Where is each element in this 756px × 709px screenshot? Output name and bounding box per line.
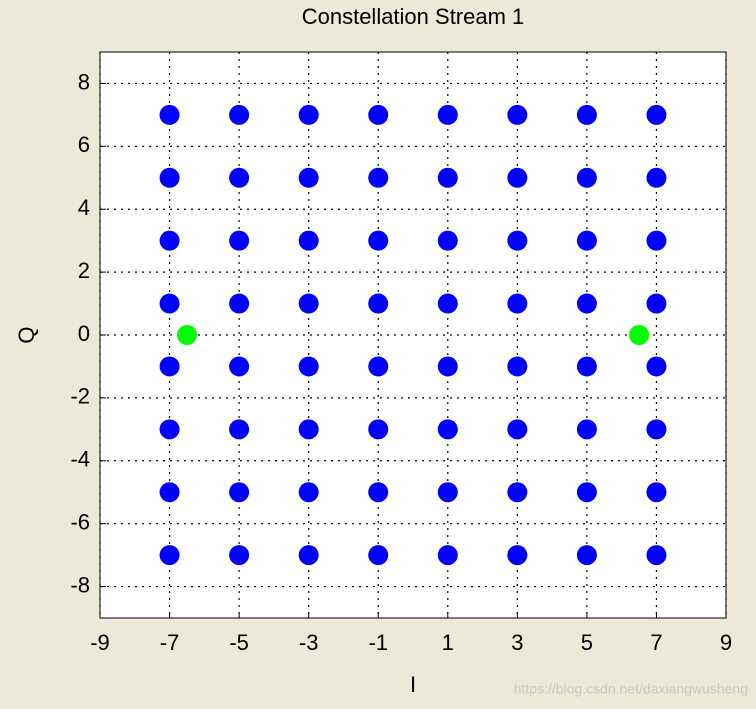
constellation-point: [437, 230, 458, 251]
watermark: https://blog.csdn.net/daxiangwusheng: [514, 681, 748, 697]
constellation-point: [298, 104, 319, 125]
constellation-point: [507, 356, 528, 377]
constellation-point: [159, 545, 180, 566]
constellation-point: [646, 419, 667, 440]
x-tick-label: -5: [229, 630, 249, 655]
constellation-point: [507, 167, 528, 188]
constellation-point: [368, 482, 389, 503]
x-tick-label: -7: [160, 630, 180, 655]
x-tick-label: 5: [581, 630, 593, 655]
constellation-point: [298, 230, 319, 251]
constellation-point: [159, 230, 180, 251]
constellation-point: [229, 293, 250, 314]
constellation-point: [229, 104, 250, 125]
x-tick-label: 7: [650, 630, 662, 655]
x-axis-label: I: [410, 672, 416, 697]
constellation-point: [229, 167, 250, 188]
constellation-point: [176, 325, 197, 345]
constellation-point: [646, 482, 667, 503]
constellation-point: [507, 419, 528, 440]
constellation-point: [507, 293, 528, 314]
constellation-point: [437, 356, 458, 377]
constellation-point: [229, 482, 250, 503]
constellation-point: [298, 545, 319, 566]
constellation-point: [159, 167, 180, 188]
y-tick-label: 0: [78, 321, 90, 346]
constellation-point: [507, 482, 528, 503]
x-tick-label: 1: [442, 630, 454, 655]
constellation-point: [368, 356, 389, 377]
constellation-point: [437, 293, 458, 314]
constellation-point: [368, 167, 389, 188]
constellation-point: [159, 104, 180, 125]
constellation-point: [576, 482, 597, 503]
constellation-point: [159, 293, 180, 314]
constellation-point: [507, 230, 528, 251]
constellation-point: [437, 167, 458, 188]
constellation-point: [507, 545, 528, 566]
y-axis-label: Q: [14, 326, 39, 343]
y-tick-label: 6: [78, 132, 90, 157]
constellation-point: [576, 419, 597, 440]
chart-title: Constellation Stream 1: [302, 4, 525, 29]
constellation-point: [229, 356, 250, 377]
constellation-point: [437, 482, 458, 503]
constellation-point: [576, 356, 597, 377]
constellation-point: [229, 545, 250, 566]
constellation-point: [298, 356, 319, 377]
constellation-point: [159, 419, 180, 440]
y-tick-label: 8: [78, 69, 90, 94]
constellation-point: [646, 167, 667, 188]
x-tick-label: 3: [511, 630, 523, 655]
constellation-point: [229, 419, 250, 440]
constellation-point: [159, 482, 180, 503]
y-tick-label: 4: [78, 195, 90, 220]
constellation-point: [437, 104, 458, 125]
constellation-point: [368, 104, 389, 125]
constellation-point: [298, 167, 319, 188]
x-tick-label: 9: [720, 630, 732, 655]
constellation-point: [646, 545, 667, 566]
constellation-point: [298, 419, 319, 440]
constellation-point: [576, 293, 597, 314]
constellation-point: [437, 419, 458, 440]
plot-area: [99, 51, 727, 619]
constellation-point: [576, 230, 597, 251]
y-tick-label: -2: [70, 384, 90, 409]
x-tick-label: -9: [90, 630, 110, 655]
constellation-point: [298, 293, 319, 314]
x-tick-label: -3: [299, 630, 319, 655]
constellation-point: [576, 167, 597, 188]
y-tick-label: 2: [78, 258, 90, 283]
constellation-point: [159, 356, 180, 377]
x-tick-label: -1: [368, 630, 388, 655]
constellation-point: [368, 545, 389, 566]
constellation-point: [368, 293, 389, 314]
constellation-point: [507, 104, 528, 125]
y-tick-label: -8: [70, 572, 90, 597]
constellation-point: [298, 482, 319, 503]
y-tick-label: -6: [70, 509, 90, 534]
constellation-point: [629, 325, 650, 345]
constellation-point: [437, 545, 458, 566]
constellation-point: [646, 230, 667, 251]
constellation-point: [646, 356, 667, 377]
constellation-point: [576, 545, 597, 566]
constellation-point: [646, 104, 667, 125]
constellation-point: [646, 293, 667, 314]
y-tick-label: -4: [70, 447, 90, 472]
constellation-point: [368, 230, 389, 251]
constellation-point: [576, 104, 597, 125]
constellation-point: [229, 230, 250, 251]
constellation-point: [368, 419, 389, 440]
